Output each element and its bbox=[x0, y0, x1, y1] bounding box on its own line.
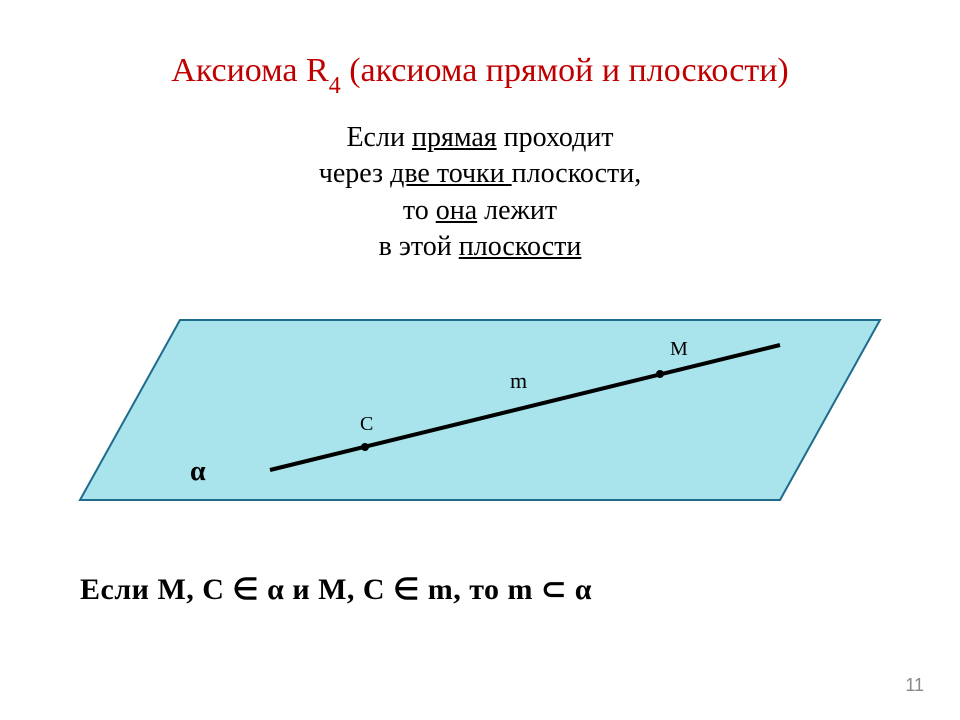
slide: Аксиома R4 (аксиома прямой и плоскости) … bbox=[0, 0, 960, 720]
axiom-line-4: в этой плоскости bbox=[0, 229, 960, 265]
point-m bbox=[656, 370, 664, 378]
point-m-label: M bbox=[670, 338, 688, 360]
axiom-text: Если прямая проходит через две точки пло… bbox=[0, 120, 960, 266]
t: лежит bbox=[477, 195, 557, 226]
title-subscript: 4 bbox=[329, 73, 341, 99]
t: через bbox=[319, 158, 390, 189]
title-suffix: (аксиома прямой и плоскости) bbox=[341, 52, 789, 89]
axiom-line-2: через две точки плоскости, bbox=[0, 156, 960, 192]
t-u: прямая bbox=[412, 122, 497, 153]
f: то m bbox=[461, 573, 541, 606]
f: и M, C bbox=[284, 573, 393, 606]
f-a: α bbox=[567, 573, 592, 606]
f-in: ∈ bbox=[232, 573, 259, 606]
f-sub: ⊂ bbox=[541, 573, 567, 606]
line-label: m bbox=[510, 368, 527, 393]
t-u: две точки bbox=[390, 158, 512, 189]
point-c bbox=[361, 443, 369, 451]
point-c-label: C bbox=[360, 413, 373, 435]
diagram-svg: α m C M bbox=[60, 280, 900, 530]
axiom-line-3: то она лежит bbox=[0, 193, 960, 229]
f: m, bbox=[420, 573, 462, 606]
plane-label: α bbox=[190, 456, 206, 487]
t: то bbox=[403, 195, 436, 226]
t: проходит bbox=[497, 122, 614, 153]
t: плоскости, bbox=[512, 158, 642, 189]
page-number: 11 bbox=[905, 675, 924, 696]
title-prefix: Аксиома R bbox=[171, 52, 328, 89]
t: в этой bbox=[379, 231, 459, 262]
f-in: ∈ bbox=[393, 573, 420, 606]
formula: Если M, C ∈ α и M, C ∈ m, то m ⊂ α bbox=[80, 572, 592, 607]
f: Если M, C bbox=[80, 573, 232, 606]
axiom-line-1: Если прямая проходит bbox=[0, 120, 960, 156]
diagram: α m C M bbox=[60, 280, 900, 530]
t-u: плоскости bbox=[459, 231, 582, 262]
t: Если bbox=[346, 122, 412, 153]
f-a: α bbox=[259, 573, 284, 606]
t-u: она bbox=[436, 195, 477, 226]
slide-title: Аксиома R4 (аксиома прямой и плоскости) bbox=[0, 52, 960, 96]
